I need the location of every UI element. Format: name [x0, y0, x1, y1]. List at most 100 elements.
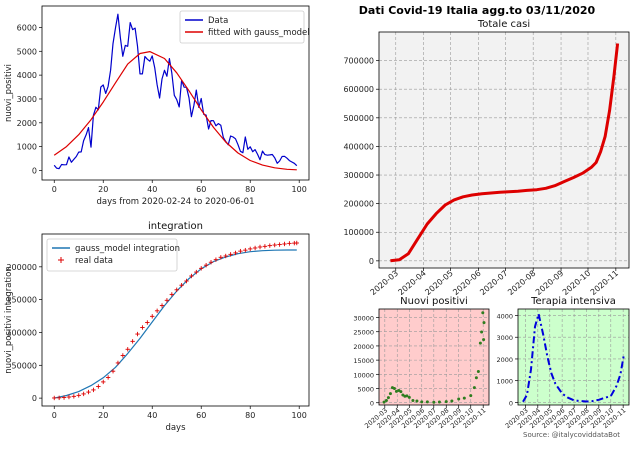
data-point — [164, 298, 170, 303]
y-tick-label: 6000 — [17, 23, 37, 32]
y-tick-label: 0 — [370, 400, 374, 408]
legend-label: Data — [208, 16, 228, 26]
data-point — [76, 393, 81, 398]
x-tick-label: 0 — [52, 185, 57, 194]
data-point — [386, 396, 390, 400]
data-point — [233, 250, 238, 256]
x-tick-label: 2020-06 — [451, 269, 482, 297]
y-tick-label: 0 — [32, 394, 37, 403]
data-point — [159, 303, 165, 308]
x-axis-label: days from 2020-02-24 to 2020-06-01 — [97, 197, 255, 207]
chart-gauss: 0 1000 2000 3000 4000 5000 6000 0 20 40 60 80 100 day… — [4, 5, 310, 207]
data-point — [110, 369, 116, 374]
y-tick-label: 1000 — [496, 378, 513, 386]
series-terapia-intensiva-0 — [522, 313, 625, 403]
x-tick-label: 2020-10 — [561, 269, 592, 297]
data-point — [384, 398, 388, 402]
data-point — [52, 395, 57, 401]
x-tick-label: 2020-08 — [506, 269, 537, 297]
series-gauss-1 — [53, 50, 297, 171]
data-point — [194, 269, 199, 275]
y-axis-label: nuovi_positivi — [4, 64, 14, 122]
y-tick-label: 0 — [369, 257, 374, 266]
data-point — [199, 266, 204, 271]
data-point — [411, 398, 415, 402]
data-point — [262, 244, 268, 249]
data-point — [208, 260, 214, 265]
data-point — [169, 292, 175, 297]
y-tick-label: 400000 — [343, 142, 374, 151]
data-point — [257, 244, 263, 250]
data-point — [407, 395, 411, 399]
data-point — [394, 389, 398, 393]
data-point — [415, 399, 419, 403]
x-tick-label: 2020-05 — [423, 269, 454, 297]
data-point — [277, 242, 282, 247]
y-axis-label: nuovi_positivi integration — [4, 266, 14, 373]
x-tick-label: 100 — [292, 411, 307, 420]
y-tick-label: 25000 — [353, 329, 374, 337]
data-point — [145, 320, 150, 325]
x-tick-label: 80 — [245, 411, 255, 420]
chart-title: integration — [148, 221, 203, 232]
series-integration-1 — [52, 240, 299, 401]
data-point — [474, 376, 478, 380]
y-tick-label: 5000 — [357, 386, 374, 394]
data-point — [420, 400, 424, 404]
axes-frame — [378, 31, 630, 269]
x-tick-label: 40 — [147, 411, 157, 420]
source-label: Source: @italycoviddataBot — [523, 431, 620, 439]
data-point — [81, 391, 86, 397]
data-point — [272, 242, 277, 248]
y-tick-label: 2000 — [17, 119, 37, 128]
data-point — [382, 400, 386, 404]
data-point — [91, 387, 96, 393]
axes-frame — [41, 233, 310, 407]
series-line — [53, 50, 297, 171]
y-tick-label: 0 — [32, 166, 37, 175]
data-point — [213, 257, 219, 262]
data-point — [432, 400, 436, 404]
chart-nuovi-positivi: 0500010000150002000025000300002020-03202… — [353, 296, 490, 430]
x-tick-label: 2020-09 — [534, 269, 565, 297]
chart-terapia-intensiva: 010002000300040002020-032020-042020-0520… — [496, 296, 630, 430]
data-point — [482, 338, 486, 342]
data-point — [66, 394, 72, 400]
data-point — [243, 247, 248, 253]
data-point — [115, 360, 121, 366]
y-tick-label: 4000 — [17, 71, 37, 80]
data-point — [238, 248, 243, 254]
data-point — [248, 246, 253, 252]
y-tick-label: 10000 — [353, 371, 374, 379]
y-tick-label: 50000 — [12, 361, 37, 370]
x-tick-label: 100 — [292, 185, 307, 194]
data-point — [480, 330, 484, 334]
y-tick-label: 3000 — [496, 334, 513, 342]
series-line — [522, 313, 625, 403]
data-point — [184, 278, 189, 284]
data-point — [287, 241, 292, 246]
chart-title: Nuovi positivi — [400, 296, 468, 307]
y-tick-label: 500000 — [343, 114, 374, 123]
y-tick-label: 100000 — [343, 228, 374, 237]
data-point — [130, 339, 135, 344]
y-tick-label: 5000 — [17, 47, 37, 56]
x-tick-label: 20 — [98, 411, 108, 420]
legend-label: real data — [75, 256, 113, 266]
x-tick-label: 2020-07 — [478, 269, 509, 297]
legend: Data fitted with gauss_model — [179, 10, 310, 44]
legend-label: fitted with gauss_model — [208, 28, 310, 38]
x-tick-label: 40 — [147, 185, 157, 194]
data-point — [478, 341, 482, 345]
y-tick-label: 3000 — [17, 95, 37, 104]
data-point — [150, 314, 155, 319]
legend-box — [179, 10, 305, 44]
y-tick-label: 15000 — [353, 357, 374, 365]
data-point — [294, 240, 299, 246]
y-tick-label: 150000 — [6, 296, 37, 305]
data-point — [267, 243, 273, 248]
data-point — [472, 386, 476, 390]
data-point — [399, 390, 403, 394]
